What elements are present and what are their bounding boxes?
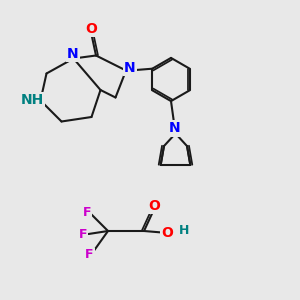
Text: F: F (85, 248, 94, 262)
Text: H: H (178, 224, 189, 237)
Text: NH: NH (20, 94, 44, 107)
Text: N: N (124, 61, 135, 75)
Text: N: N (169, 122, 181, 135)
Text: F: F (79, 227, 87, 241)
Text: N: N (67, 47, 79, 61)
Text: O: O (148, 199, 160, 213)
Text: O: O (85, 22, 98, 36)
Text: O: O (161, 226, 173, 240)
Text: F: F (83, 206, 91, 219)
